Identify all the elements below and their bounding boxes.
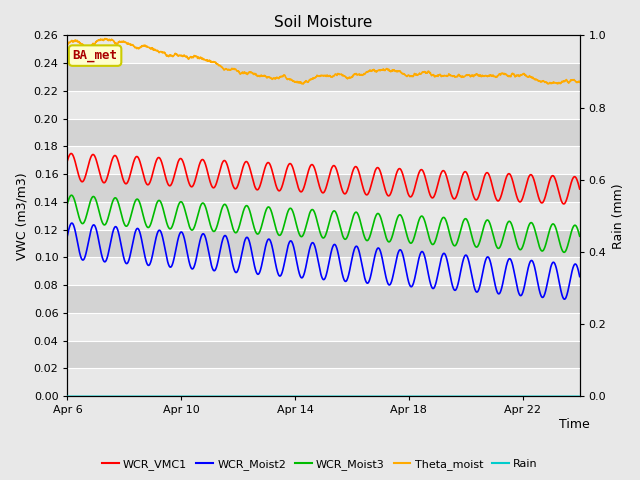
Bar xyxy=(67,202,580,229)
Bar xyxy=(67,285,580,313)
Title: Soil Moisture: Soil Moisture xyxy=(275,15,372,30)
Bar xyxy=(67,229,580,257)
Bar xyxy=(67,369,580,396)
Y-axis label: Rain (mm): Rain (mm) xyxy=(612,183,625,249)
Bar xyxy=(67,174,580,202)
Bar xyxy=(67,257,580,285)
Bar xyxy=(67,36,580,63)
Legend: WCR_VMC1, WCR_Moist2, WCR_Moist3, Theta_moist, Rain: WCR_VMC1, WCR_Moist2, WCR_Moist3, Theta_… xyxy=(97,455,543,474)
Bar xyxy=(67,313,580,341)
Bar xyxy=(67,91,580,119)
Text: BA_met: BA_met xyxy=(72,49,118,62)
Bar xyxy=(67,119,580,146)
Bar xyxy=(67,63,580,91)
Bar xyxy=(67,341,580,369)
Bar xyxy=(67,146,580,174)
X-axis label: Time: Time xyxy=(559,418,590,431)
Y-axis label: VWC (m3/m3): VWC (m3/m3) xyxy=(15,172,28,260)
